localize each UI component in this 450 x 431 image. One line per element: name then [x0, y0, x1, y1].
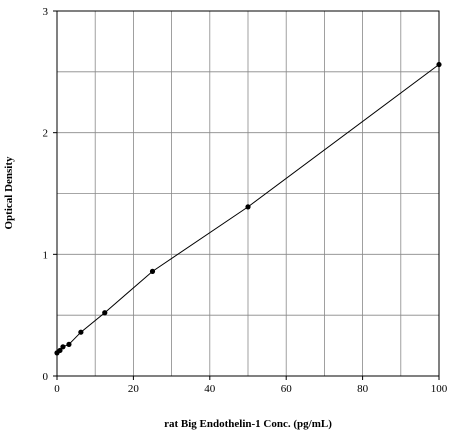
x-tick-label: 80	[357, 383, 369, 395]
data-point	[436, 61, 442, 68]
data-point	[78, 329, 84, 335]
y-tick-label: 0	[43, 371, 49, 383]
y-tick-label: 3	[43, 6, 49, 18]
data-points	[54, 61, 442, 356]
data-point	[66, 341, 72, 347]
y-tick-label: 2	[43, 128, 49, 140]
data-point	[245, 204, 251, 210]
x-tick-label: 0	[54, 383, 60, 395]
data-point	[60, 344, 66, 350]
plot-frame	[56, 10, 440, 377]
data-point	[102, 310, 108, 316]
y-ticks: 0 1 2 3	[43, 6, 57, 383]
x-tick-label: 100	[431, 383, 448, 395]
x-axis-title: rat Big Endothelin-1 Conc. (pg/mL)	[164, 418, 332, 430]
grid	[57, 11, 439, 376]
data-point	[149, 268, 156, 274]
y-axis-title: Optical Density	[3, 156, 15, 230]
y-tick-label: 1	[43, 249, 49, 261]
x-tick-label: 60	[281, 383, 293, 395]
x-tick-label: 40	[204, 383, 216, 395]
x-tick-label: 20	[128, 383, 140, 395]
x-ticks: 0 20 40 60 80 100	[54, 376, 448, 395]
data-point	[57, 347, 63, 354]
